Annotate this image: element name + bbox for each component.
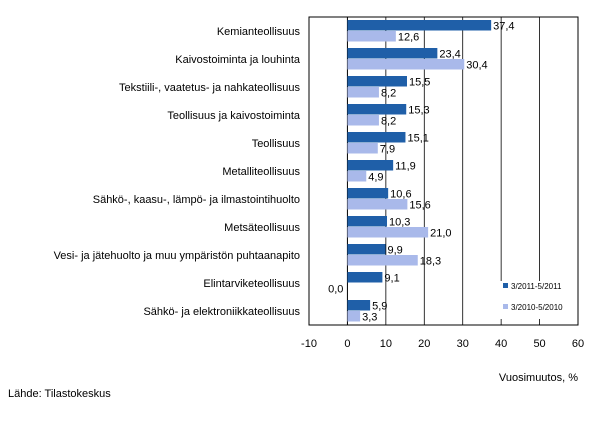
data-label: 18,3 xyxy=(420,256,441,268)
data-label: 4,9 xyxy=(368,172,383,184)
category-label: Tekstiili-, vaatetus- ja nahkateollisuus xyxy=(119,82,300,94)
bar xyxy=(347,59,465,70)
legend-label: 3/2011-5/2011 xyxy=(511,282,562,291)
data-label: 11,9 xyxy=(395,161,416,173)
data-label: 30,4 xyxy=(466,60,487,72)
category-label: Kemianteollisuus xyxy=(217,26,301,38)
data-label: 10,3 xyxy=(389,217,410,229)
legend-swatch xyxy=(503,304,508,309)
x-tick-label: -10 xyxy=(301,338,317,350)
bar xyxy=(347,227,429,238)
bar xyxy=(347,244,386,255)
data-label: 15,5 xyxy=(409,77,430,89)
x-tick-label: 40 xyxy=(495,338,507,350)
x-tick-labels: -10 0 10 20 30 40 50 60 xyxy=(301,338,584,350)
bar xyxy=(347,104,407,115)
value-labels: 37,4 12,6 23,4 30,4 15,5 8,2 15,3 8,2 15,1 7,911,… xyxy=(328,21,514,324)
data-label: 23,4 xyxy=(439,49,460,61)
bar xyxy=(347,76,407,87)
data-label: 21,0 xyxy=(430,228,451,240)
bar xyxy=(347,132,406,143)
bar xyxy=(347,143,378,154)
category-label: Elintarviketeollisuus xyxy=(203,278,300,290)
x-tick-label: 60 xyxy=(572,338,584,350)
source-note: Lähde: Tilastokeskus xyxy=(8,388,111,400)
legend-swatch xyxy=(503,283,508,288)
category-label: Vesi- ja jätehuolto ja muu ympäristön pu… xyxy=(54,250,300,262)
data-label: 9,1 xyxy=(384,273,399,285)
category-label: Metsäteollisuus xyxy=(224,222,300,234)
legend-box xyxy=(499,281,575,319)
bar xyxy=(347,160,394,171)
category-label: Sähkö- ja elektroniikkateollisuus xyxy=(143,306,300,318)
legend-label: 3/2010-5/2010 xyxy=(511,303,563,312)
data-label: 8,2 xyxy=(381,88,396,100)
category-label: Metalliteollisuus xyxy=(222,166,300,178)
bar xyxy=(347,31,396,42)
x-tick-label: 20 xyxy=(418,338,430,350)
data-label: 9,9 xyxy=(387,245,402,257)
x-tick-label: 0 xyxy=(344,338,350,350)
x-tick-label: 50 xyxy=(533,338,545,350)
data-label: 10,6 xyxy=(390,189,411,201)
x-tick-label: 30 xyxy=(457,338,469,350)
data-label: 7,9 xyxy=(380,144,395,156)
bar xyxy=(347,171,367,182)
bar xyxy=(347,115,379,126)
bar xyxy=(347,48,438,59)
bar xyxy=(347,20,492,31)
category-label: Teollisuus xyxy=(252,138,301,150)
data-label: 12,6 xyxy=(398,32,419,44)
data-label: 15,1 xyxy=(407,133,428,145)
bars xyxy=(347,20,492,322)
bar xyxy=(347,199,408,210)
data-label: 3,3 xyxy=(362,312,377,324)
data-label: 15,3 xyxy=(408,105,429,117)
data-label: 37,4 xyxy=(493,21,514,33)
category-label: Teollisuus ja kaivostoiminta xyxy=(167,110,301,122)
data-label: 8,2 xyxy=(381,116,396,128)
category-label: Sähkö-, kaasu-, lämpö- ja ilmastointihuo… xyxy=(93,194,300,206)
x-tick-label: 10 xyxy=(380,338,392,350)
category-label: Kaivostoiminta ja louhinta xyxy=(175,54,301,66)
bar xyxy=(347,255,418,266)
bar xyxy=(347,272,383,283)
bar xyxy=(347,216,388,227)
bar xyxy=(347,188,389,199)
legend: 3/2011-5/2011 3/2010-5/2010 xyxy=(499,281,575,319)
data-label: 5,9 xyxy=(372,301,387,313)
x-axis-label: Vuosimuutos, % xyxy=(499,372,578,384)
bar xyxy=(347,87,379,98)
data-label: 15,6 xyxy=(409,200,430,212)
category-labels: Kemianteollisuus Kaivostoiminta ja louhin… xyxy=(54,26,301,318)
data-label: 0,0 xyxy=(328,284,343,296)
bar xyxy=(347,300,371,311)
bar xyxy=(347,311,361,322)
